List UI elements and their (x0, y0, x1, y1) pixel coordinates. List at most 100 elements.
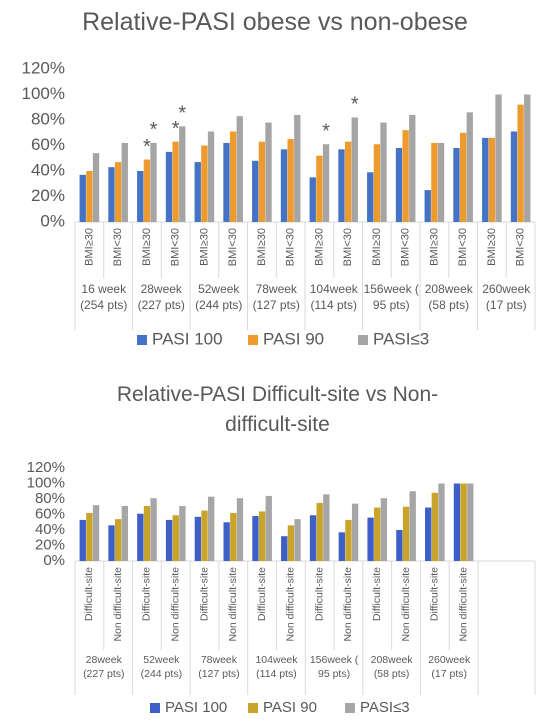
group-label-box: 28week (227 pts) (83, 654, 124, 680)
bar (230, 512, 237, 561)
bar (79, 519, 86, 561)
bar (172, 515, 179, 561)
bar (208, 496, 215, 561)
group-label-box: 156week ( 95 pts) (310, 654, 358, 680)
legend-label: PASI 90 (263, 329, 324, 348)
x-tick-label: BMI<30 (170, 228, 182, 266)
y-tick-label: 100% (27, 474, 65, 491)
annotation: * (322, 121, 330, 143)
bar (482, 137, 489, 222)
group-label: 260week (17 pts) (428, 654, 471, 680)
annotation: * (150, 119, 158, 141)
legend-label: PASI 100 (165, 699, 227, 716)
bar (402, 130, 409, 222)
y-tick-label: 80% (35, 490, 65, 507)
bar (338, 149, 345, 222)
bar (121, 505, 128, 561)
x-tick-label: Non difficult-site (112, 567, 124, 642)
x-tick-label: BMI<30 (515, 228, 527, 266)
bar (165, 151, 173, 222)
group-label: 16 week (254 pts) (80, 282, 128, 312)
group-label: 52week (244 pts) (195, 282, 243, 312)
group-label: 78week (127 pts) (198, 654, 240, 680)
bar (524, 94, 531, 222)
group-label-box: 78week (127 pts) (198, 654, 240, 680)
x-tick-label: BMI≥30 (313, 228, 325, 266)
x-tick-label: BMI≥30 (198, 228, 210, 266)
group-label-box: 28week (227 pts) (138, 282, 185, 312)
chart-title: Relative-PASI obese vs non-obese (82, 8, 468, 36)
y-tick-label: 0% (43, 552, 65, 569)
group-label: 208week (58 pts) (424, 282, 473, 312)
x-tick-label: Difficult-site (429, 567, 441, 621)
annotation: * (351, 94, 359, 116)
bar (322, 144, 330, 222)
group-label-box: 16 week (254 pts) (80, 282, 128, 312)
annotation: * (143, 136, 151, 158)
bar (165, 519, 173, 561)
x-tick-label: Non difficult-site (285, 567, 297, 642)
legend-label: PASI 90 (263, 699, 317, 716)
group-label: 78week (127 pts) (252, 282, 300, 312)
group-label-box: 156week ( 95 pts) (364, 282, 419, 312)
legend-swatch (358, 335, 368, 345)
group-label: 208week (58 pts) (370, 654, 413, 680)
bar (179, 126, 186, 222)
y-tick-label: 120% (27, 459, 65, 476)
bar (79, 174, 86, 222)
x-tick-label: BMI≥30 (141, 228, 153, 266)
bar (395, 148, 403, 222)
bar (236, 498, 244, 561)
bar (344, 141, 352, 222)
bar (150, 142, 157, 222)
bar (437, 142, 445, 222)
x-tick-label: BMI<30 (285, 228, 297, 266)
group-label: 52week (244 pts) (140, 654, 183, 680)
annotation: * (178, 103, 186, 125)
group-label-box: 208week (58 pts) (370, 654, 413, 680)
bar (86, 171, 93, 222)
group-label-box: 78week (127 pts) (252, 282, 300, 312)
bar (453, 148, 460, 222)
bar (367, 517, 374, 561)
x-tick-label: BMI≥30 (371, 228, 383, 266)
bar (345, 519, 352, 561)
bar (294, 519, 301, 561)
group-label-box: 52week (244 pts) (140, 654, 183, 680)
bar (431, 142, 438, 222)
y-tick-label: 100% (22, 84, 65, 103)
x-tick-label: Non difficult-site (342, 567, 354, 642)
group-label-box: 260week (17 pts) (482, 282, 530, 312)
bar (466, 112, 473, 222)
x-tick-label: Difficult-site (313, 567, 325, 621)
bar (488, 137, 496, 222)
group-label-box: 104week (114 pts) (255, 654, 297, 680)
x-tick-label: BMI≥30 (83, 228, 95, 266)
bar (424, 190, 431, 222)
y-tick-label: 0% (40, 211, 65, 230)
bar (425, 507, 432, 561)
bar (150, 498, 157, 561)
bar (294, 114, 301, 222)
x-tick-label: Non difficult-site (457, 567, 469, 642)
y-tick-label: 40% (31, 160, 65, 179)
x-tick-label: Non difficult-site (227, 567, 239, 642)
y-tick-label: 80% (31, 109, 65, 128)
legend-swatch (137, 335, 147, 345)
bar (223, 522, 230, 561)
group-label-box: 52week (244 pts) (195, 282, 243, 312)
bar (287, 139, 294, 222)
bar (92, 505, 100, 561)
x-tick-label: BMI≥30 (256, 228, 268, 266)
bar (374, 507, 381, 561)
bar (207, 131, 215, 222)
bar (402, 506, 410, 561)
chart-title: Relative-PASI Difficult-site vs Non-diff… (116, 383, 439, 437)
bar (121, 142, 128, 222)
bar (338, 532, 345, 561)
x-tick-label: Difficult-site (141, 567, 153, 621)
bar (409, 114, 416, 222)
x-tick-label: BMI≥30 (428, 228, 440, 266)
bar (143, 159, 151, 222)
